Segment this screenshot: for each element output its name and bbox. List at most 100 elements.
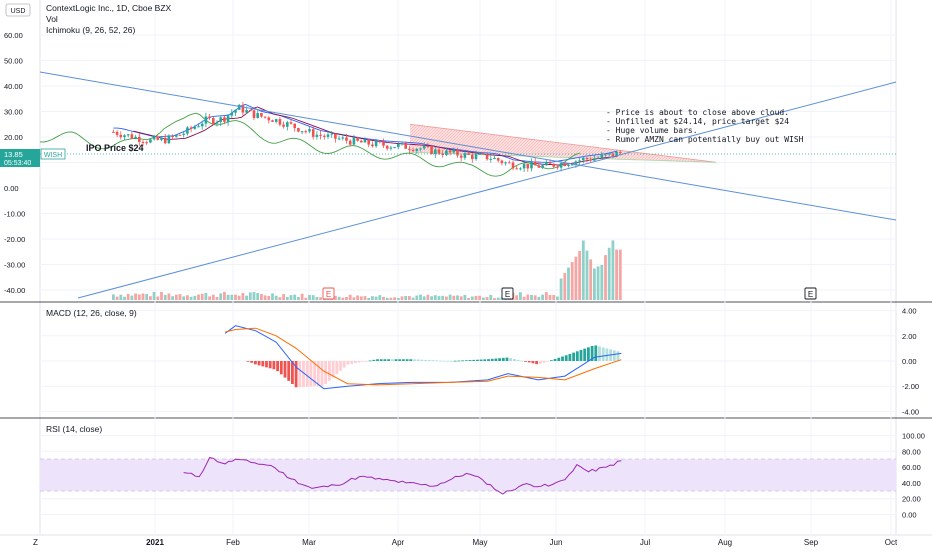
macd-histogram-bar (476, 359, 479, 361)
macd-histogram-bar (531, 361, 535, 364)
volume-bar (604, 255, 607, 300)
volume-bar (156, 296, 160, 300)
candle-body (286, 122, 289, 127)
macd-histogram-bar (413, 359, 416, 361)
volume-bar (385, 297, 389, 300)
macd-histogram-bar (276, 361, 279, 372)
volume-bar (300, 293, 304, 300)
macd-histogram-bar (464, 360, 468, 362)
volume-bar (348, 294, 352, 300)
time-tick-label: Aug (718, 538, 732, 547)
candle-body (404, 142, 407, 149)
candle-body (212, 118, 215, 124)
volume-bar (289, 295, 293, 300)
candle-body (341, 137, 345, 139)
candle-body (249, 110, 252, 112)
macd-histogram-bar (527, 361, 531, 363)
volume-bar (430, 296, 433, 300)
candle-body (337, 138, 341, 140)
macd-histogram-bar (583, 348, 587, 361)
macd-histogram-bar (372, 359, 376, 361)
volume-bar (278, 297, 282, 300)
macd-histogram-bar (590, 346, 594, 361)
earnings-marker[interactable]: E (322, 287, 335, 300)
candle-body (548, 162, 552, 164)
candle-body (471, 154, 474, 160)
volume-bar (367, 297, 371, 300)
candle-body (511, 162, 515, 169)
symbol-title[interactable]: ContextLogic Inc., 1D, Cboe BZX (46, 3, 172, 13)
price-tick-label: 0.00 (4, 184, 19, 193)
volume-bar (596, 266, 600, 300)
volume-bar (271, 293, 274, 300)
candle-body (204, 116, 208, 124)
candle-body (371, 144, 374, 147)
volume-bar (237, 295, 241, 300)
note-line-2: - Unfilled at $24.14, price target $24 (606, 117, 789, 126)
volume-bar (308, 294, 311, 300)
price-tick-label: 60.00 (4, 31, 23, 40)
macd-histogram-bar (453, 360, 457, 362)
macd-histogram-bar (294, 361, 298, 388)
ipo-price-note[interactable]: IPO Price $24 (86, 143, 144, 153)
zoom-toggle-button[interactable]: Z (33, 538, 38, 547)
macd-histogram-bar (416, 359, 420, 361)
volume-bar (152, 291, 156, 300)
volume-bar (389, 297, 393, 300)
macd-histogram-bar (605, 348, 609, 361)
volume-bar (356, 295, 359, 300)
volume-bar (123, 296, 126, 300)
macd-histogram-bar (513, 358, 516, 361)
vol-legend[interactable]: Vol (46, 14, 58, 24)
macd-histogram-bar (542, 361, 546, 363)
macd-axis[interactable]: 4.00 2.00 0.00 -2.00 -4.00 (902, 307, 919, 417)
rsi-axis[interactable]: 100.00 80.00 60.00 40.00 20.00 0.00 (902, 432, 925, 520)
macd-histogram-bar (498, 358, 501, 361)
price-tick-label: -20.00 (4, 235, 25, 244)
candle-body (574, 161, 578, 165)
uptrend-line[interactable] (77, 81, 897, 299)
candle-body (437, 149, 441, 154)
volume-bar (197, 294, 200, 300)
earnings-marker[interactable]: E (804, 287, 817, 300)
macd-lines (224, 325, 622, 390)
candle-body (600, 154, 604, 158)
volume-bar (208, 296, 211, 300)
volume-bar (441, 295, 445, 300)
earnings-marker[interactable]: E (501, 287, 514, 300)
volume-bar (467, 298, 470, 300)
candle-body (374, 141, 378, 147)
time-axis[interactable]: 2021 Feb Mar Apr May Jun Jul Aug Sep Oct (146, 538, 898, 547)
volume-bar (607, 247, 611, 300)
volume-bar (589, 259, 593, 300)
currency-button[interactable]: USD (5, 3, 31, 17)
candle-body (193, 126, 197, 129)
volume-bar (130, 295, 134, 300)
candle-body (200, 123, 204, 127)
macd-histogram-bar (279, 361, 283, 375)
candle-body (585, 158, 589, 160)
volume-bar (581, 240, 585, 300)
macd-histogram-bar (616, 351, 620, 361)
ichimoku-legend[interactable]: Ichimoku (9, 26, 52, 26) (46, 25, 135, 35)
candle-body (237, 104, 241, 110)
macd-legend[interactable]: MACD (12, 26, close, 9) (46, 308, 137, 318)
candle-body (278, 119, 282, 125)
volume-bar (304, 297, 308, 300)
volume-bar (230, 294, 234, 300)
volume-bar (404, 295, 408, 300)
macd-histogram-bar (435, 360, 439, 362)
volume-bar (396, 297, 400, 300)
rsi-legend[interactable]: RSI (14, close) (46, 424, 102, 434)
volume-bar (315, 296, 319, 300)
macd-histogram-bar (557, 357, 561, 361)
volume-bar (522, 296, 526, 300)
candle-body (526, 164, 530, 169)
price-tick-label: -10.00 (4, 210, 25, 219)
legend-header[interactable]: ContextLogic Inc., 1D, Cboe BZX Vol Ichi… (46, 3, 172, 35)
downtrend-line[interactable] (39, 71, 897, 221)
notes-callout[interactable]: - Price is about to close above cloud. -… (606, 108, 804, 144)
rsi-tick-label: 100.00 (902, 432, 925, 441)
